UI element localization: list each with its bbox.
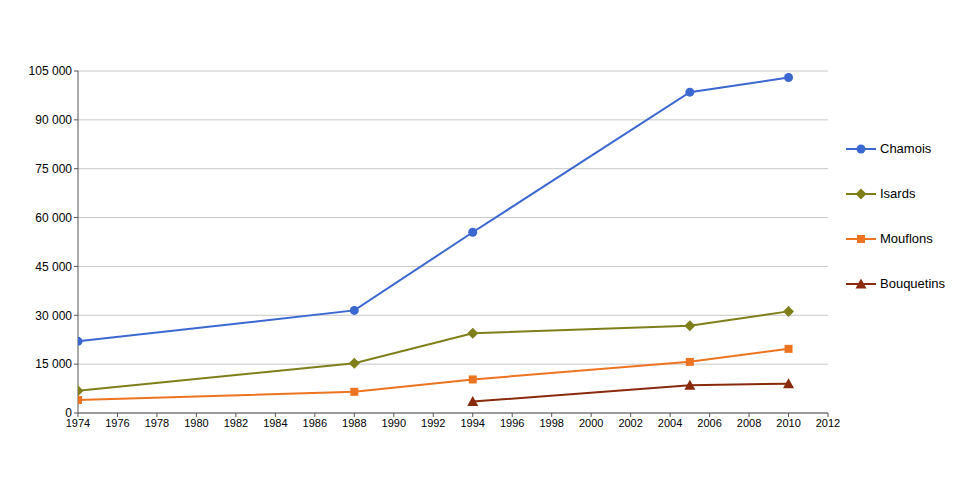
svg-text:2006: 2006 <box>697 417 721 429</box>
svg-text:1992: 1992 <box>421 417 445 429</box>
html-text:Bouquetins: Bouquetins <box>880 276 946 291</box>
svg-text:45 000: 45 000 <box>35 260 72 274</box>
svg-text:2012: 2012 <box>816 417 840 429</box>
svg-text:1990: 1990 <box>382 417 406 429</box>
svg-text:1994: 1994 <box>460 417 484 429</box>
svg-text:1980: 1980 <box>184 417 208 429</box>
svg-text:1998: 1998 <box>539 417 563 429</box>
svg-text:2004: 2004 <box>658 417 682 429</box>
svg-text:1982: 1982 <box>224 417 248 429</box>
svg-text:105 000: 105 000 <box>29 64 73 78</box>
svg-text:1996: 1996 <box>500 417 524 429</box>
svg-text:1974: 1974 <box>65 416 91 429</box>
svg-text:2010: 2010 <box>776 417 800 429</box>
svg-text:1984: 1984 <box>263 417 287 429</box>
html-text:Mouflons: Mouflons <box>880 231 933 246</box>
svg-text:75 000: 75 000 <box>35 162 72 176</box>
svg-text:1978: 1978 <box>145 417 169 429</box>
svg-text:15 000: 15 000 <box>35 357 72 371</box>
svg-text:2008: 2008 <box>737 417 761 429</box>
svg-text:0: 0 <box>65 406 72 420</box>
html-text:Isards: Isards <box>880 186 916 201</box>
svg-text:1988: 1988 <box>342 417 366 429</box>
svg-text:2002: 2002 <box>618 417 642 429</box>
html-text:Chamois: Chamois <box>880 141 932 156</box>
svg-text:90 000: 90 000 <box>35 113 72 127</box>
svg-text:60 000: 60 000 <box>35 211 72 225</box>
svg-text:1986: 1986 <box>303 417 327 429</box>
svg-text:2000: 2000 <box>579 417 603 429</box>
svg-text:30 000: 30 000 <box>35 309 72 323</box>
svg-text:1976: 1976 <box>105 417 129 429</box>
